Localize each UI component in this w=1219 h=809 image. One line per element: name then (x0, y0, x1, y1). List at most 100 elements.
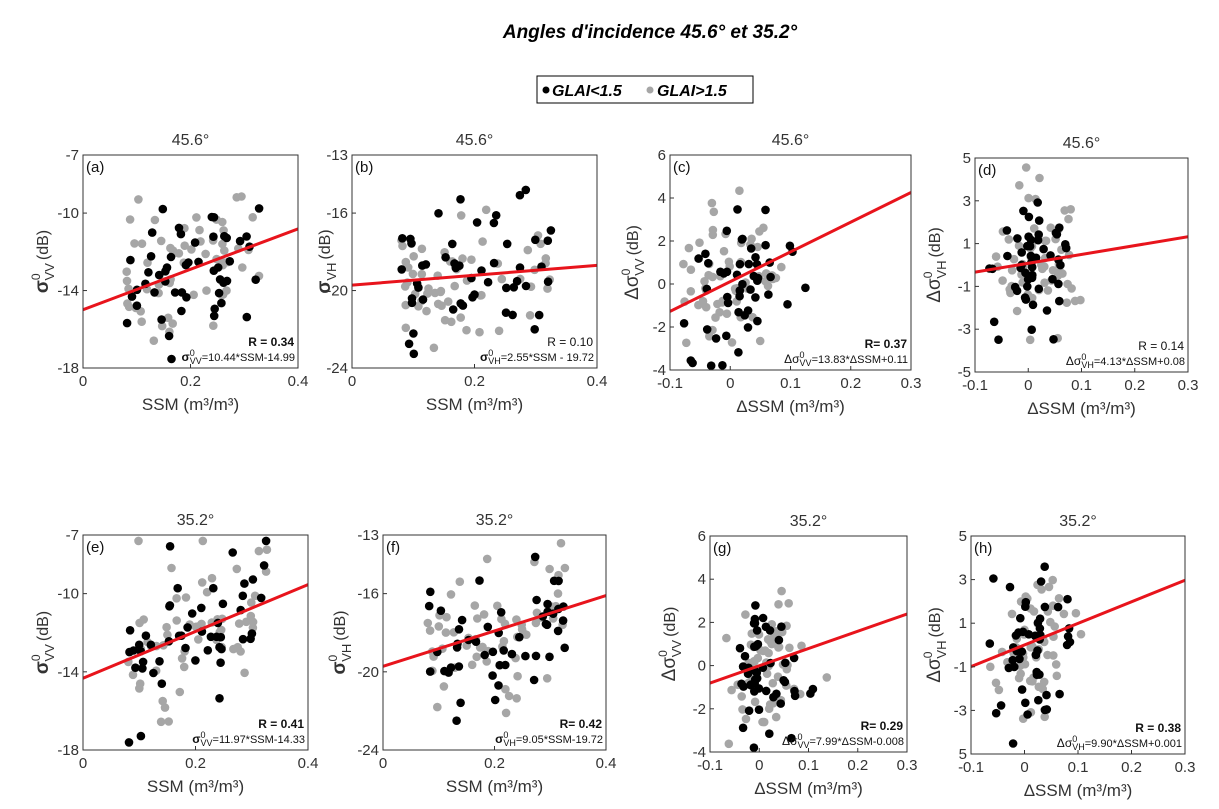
scatter-point (556, 538, 566, 548)
panel-title: 35.2° (476, 512, 514, 529)
y-tick-label: 2 (658, 233, 666, 250)
scatter-point (760, 646, 770, 655)
equation-label: Δσ0 VV=13.83*ΔSSM+0.11 (784, 350, 908, 368)
scatter-point (1005, 582, 1015, 592)
scatter-point (149, 336, 159, 346)
x-tick-label: 0.2 (847, 757, 868, 774)
scatter-point (1062, 298, 1072, 308)
scatter-point (1043, 286, 1053, 295)
scatter-point (722, 226, 732, 236)
scatter-point (740, 651, 750, 661)
scatter-point (771, 712, 781, 722)
r-value-label: R = 0.14 (1138, 339, 1184, 353)
y-tick-label: -13 (326, 147, 348, 164)
scatter-point (750, 697, 760, 707)
scatter-point (201, 249, 210, 259)
scatter-point (1026, 643, 1035, 652)
scatter-point (183, 623, 192, 632)
panel-b: 0 0.2 0.4 -24 -20 -16 -13 45.6° (b) SSM (m³/m³) σV… (314, 132, 607, 414)
scatter-point (408, 269, 418, 279)
scatter-point (744, 259, 754, 269)
regression-line (710, 612, 907, 685)
scatter-point (470, 290, 479, 299)
x-tick-label: 0.4 (596, 755, 617, 772)
scatter-point (994, 685, 1004, 695)
y-tick-label: -24 (357, 742, 379, 759)
scatter-point (425, 667, 435, 676)
scatter-point (146, 251, 156, 261)
scatter-point (125, 215, 135, 224)
scatter-point (134, 195, 143, 204)
scatter-point (707, 198, 717, 208)
scatter-point (750, 675, 760, 684)
scatter-point (398, 234, 407, 243)
scatter-point (192, 213, 201, 222)
scatter-point (180, 241, 189, 250)
scatter-point (1034, 695, 1043, 705)
scatter-point (543, 236, 553, 245)
scatter-point (762, 669, 772, 678)
scatter-point (167, 354, 176, 364)
scatter-point (189, 290, 198, 300)
scatter-point (165, 542, 175, 551)
scatter-point (1042, 705, 1052, 714)
scatter-point (203, 646, 213, 655)
regression-line (971, 578, 1185, 668)
scatter-point (764, 290, 773, 299)
scatter-point (122, 318, 132, 328)
scatter-point (254, 546, 264, 556)
scatter-point (758, 613, 768, 623)
scatter-point (530, 325, 539, 334)
scatter-point (179, 662, 189, 672)
scatter-point (232, 564, 242, 574)
scatter-point (125, 626, 135, 635)
scatter-point (1060, 206, 1069, 215)
scatter-point (1044, 582, 1054, 592)
scatter-point (218, 217, 227, 227)
scatter-point (436, 287, 445, 297)
scatter-point (797, 641, 806, 651)
scatter-point (765, 626, 775, 635)
scatter-point (1035, 173, 1044, 183)
scatter-point (1003, 251, 1012, 261)
scatter-point (194, 635, 203, 644)
scatter-point (1017, 248, 1026, 257)
scatter-point (134, 536, 143, 546)
scatter-point (780, 677, 790, 687)
scatter-point (1024, 212, 1034, 222)
scatter-point (489, 258, 499, 268)
scatter-point (1043, 650, 1052, 660)
scatter-point (475, 327, 484, 337)
scatter-point (141, 631, 151, 640)
equation-label: Δσ0 VV=7.99*ΔSSM-0.008 (782, 732, 904, 750)
scatter-point (455, 261, 464, 271)
scatter-point (531, 235, 540, 245)
scatter-point (774, 635, 784, 645)
x-axis-label: SSM (m³/m³) (147, 777, 244, 796)
scatter-point (472, 218, 482, 227)
scatter-point (248, 575, 258, 584)
scatter-point (746, 244, 756, 253)
legend-label-high: GLAI>1.5 (657, 83, 728, 100)
scatter-point (172, 616, 181, 625)
scatter-point (525, 311, 535, 320)
y-tick-label: -7 (66, 147, 79, 164)
scatter-point (783, 300, 792, 309)
scatter-point (1035, 614, 1045, 623)
scatter-point (1014, 628, 1023, 637)
scatter-point (254, 204, 264, 213)
scatter-point (238, 634, 248, 644)
scatter-point (750, 687, 759, 696)
scatter-point (1016, 669, 1025, 679)
scatter-point (425, 626, 435, 635)
scatter-point (467, 255, 476, 264)
scatter-point (497, 274, 507, 284)
scatter-point (512, 694, 521, 703)
y-tick-label: 5 (963, 150, 971, 167)
scatter-point (440, 666, 449, 676)
scatter-point (1048, 274, 1057, 284)
scatter-point (240, 579, 249, 588)
panel-c: -0.1 0 0.1 0.2 0.3 -4 -2 0 2 4 6 45.6° (c) ΔSSM (m³/m… (619, 132, 921, 416)
scatter-point (747, 234, 756, 244)
scatter-point (1046, 223, 1055, 232)
